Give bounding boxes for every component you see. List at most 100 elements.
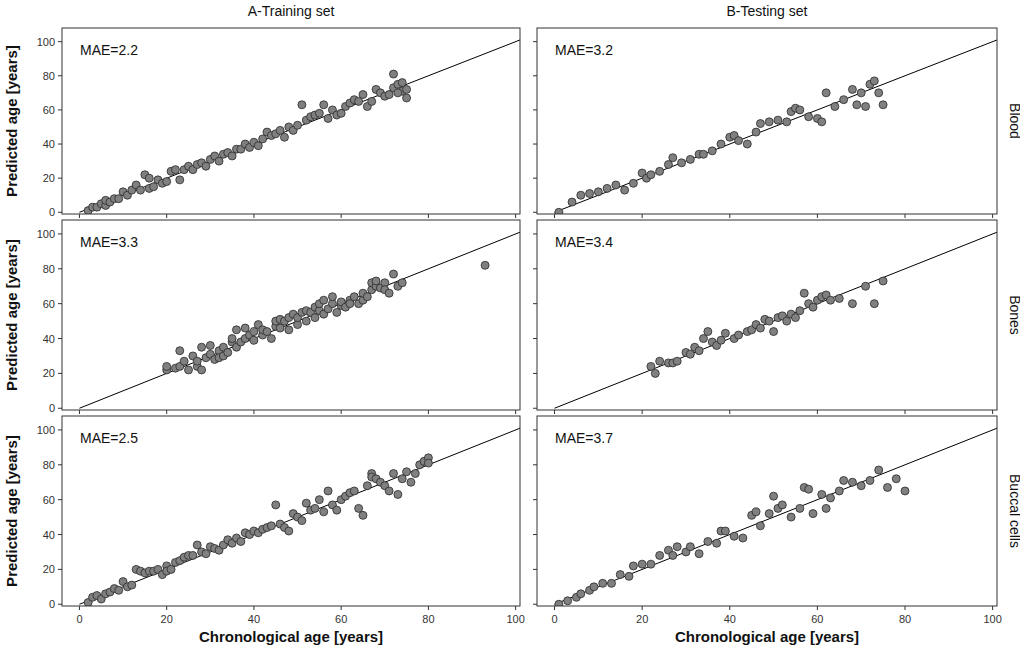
point	[805, 485, 813, 493]
y-tick	[533, 268, 537, 269]
point	[607, 579, 615, 587]
point	[752, 508, 760, 516]
point	[848, 85, 856, 93]
point	[368, 97, 376, 105]
point	[647, 362, 655, 370]
x-tick	[992, 214, 993, 218]
point	[280, 133, 288, 141]
x-tick-label: 100	[983, 613, 1001, 625]
point	[853, 101, 861, 109]
y-tick-label: 80	[43, 459, 55, 471]
point	[193, 357, 201, 365]
x-tick	[817, 606, 818, 610]
y-tick	[58, 338, 62, 339]
reference-line	[79, 40, 520, 212]
x-tick-label: 60	[811, 613, 823, 625]
point	[115, 586, 123, 594]
x-tick	[341, 606, 342, 610]
point	[267, 522, 275, 530]
point	[324, 487, 332, 495]
row-label: Buccal cells	[1007, 474, 1020, 548]
y-tick	[533, 429, 537, 430]
y-tick	[58, 144, 62, 145]
y-tick	[58, 268, 62, 269]
point	[163, 362, 171, 370]
y-tick	[58, 604, 62, 605]
y-tick	[58, 109, 62, 110]
y-tick-label: 0	[49, 206, 55, 218]
point	[285, 527, 293, 535]
x-tick	[905, 214, 906, 218]
annotation: MAE=3.4	[555, 234, 613, 250]
x-tick	[253, 214, 254, 218]
point	[167, 565, 175, 573]
point	[892, 475, 900, 483]
plot-frame	[537, 416, 997, 606]
annotation: MAE=2.2	[80, 42, 138, 58]
point	[363, 293, 371, 301]
y-tick	[58, 75, 62, 76]
y-tick	[58, 373, 62, 374]
point	[848, 478, 856, 486]
reference-line	[79, 232, 520, 408]
point	[708, 147, 716, 155]
panel: 020406080100MAE=3.7Buccal cellsChronolog…	[533, 416, 1020, 645]
y-axis-label: Predicted age [years]	[3, 435, 20, 587]
point	[390, 470, 398, 478]
point	[765, 118, 773, 126]
y-tick	[58, 534, 62, 535]
annotation: MAE=3.7	[555, 430, 613, 446]
point	[699, 335, 707, 343]
x-tick	[729, 410, 730, 414]
y-tick-label: 20	[43, 172, 55, 184]
point	[875, 466, 883, 474]
y-tick	[533, 178, 537, 179]
y-tick	[533, 233, 537, 234]
point	[612, 181, 620, 189]
y-tick-label: 80	[43, 263, 55, 275]
y-tick-label: 20	[43, 563, 55, 575]
point	[686, 155, 694, 163]
point	[390, 270, 398, 278]
point	[730, 532, 738, 540]
point	[320, 101, 328, 109]
x-tick	[515, 214, 516, 218]
point	[848, 300, 856, 308]
y-tick	[533, 75, 537, 76]
point	[250, 328, 258, 336]
reference-line	[555, 232, 997, 408]
x-tick-label: 20	[161, 613, 173, 625]
point	[770, 492, 778, 500]
point	[481, 261, 489, 269]
point	[590, 583, 598, 591]
annotation: MAE=3.3	[80, 234, 138, 250]
point	[818, 118, 826, 126]
plot-background	[537, 28, 997, 214]
reference-line	[555, 40, 997, 212]
point	[800, 289, 808, 297]
plot-frame	[537, 220, 997, 410]
point	[831, 102, 839, 110]
x-tick	[515, 410, 516, 414]
x-tick-label: 20	[636, 613, 648, 625]
point	[735, 331, 743, 339]
point	[621, 186, 629, 194]
y-tick	[533, 338, 537, 339]
point	[315, 496, 323, 504]
point	[267, 335, 275, 343]
point	[193, 541, 201, 549]
x-tick	[817, 410, 818, 414]
point	[673, 543, 681, 551]
point	[638, 560, 646, 568]
y-tick	[58, 569, 62, 570]
reference-line	[79, 428, 520, 604]
point	[770, 328, 778, 336]
y-tick-label: 40	[43, 333, 55, 345]
point	[809, 303, 817, 311]
y-tick	[533, 604, 537, 605]
y-tick	[58, 41, 62, 42]
point	[625, 572, 633, 580]
point	[311, 504, 319, 512]
point	[320, 508, 328, 516]
point	[765, 317, 773, 325]
